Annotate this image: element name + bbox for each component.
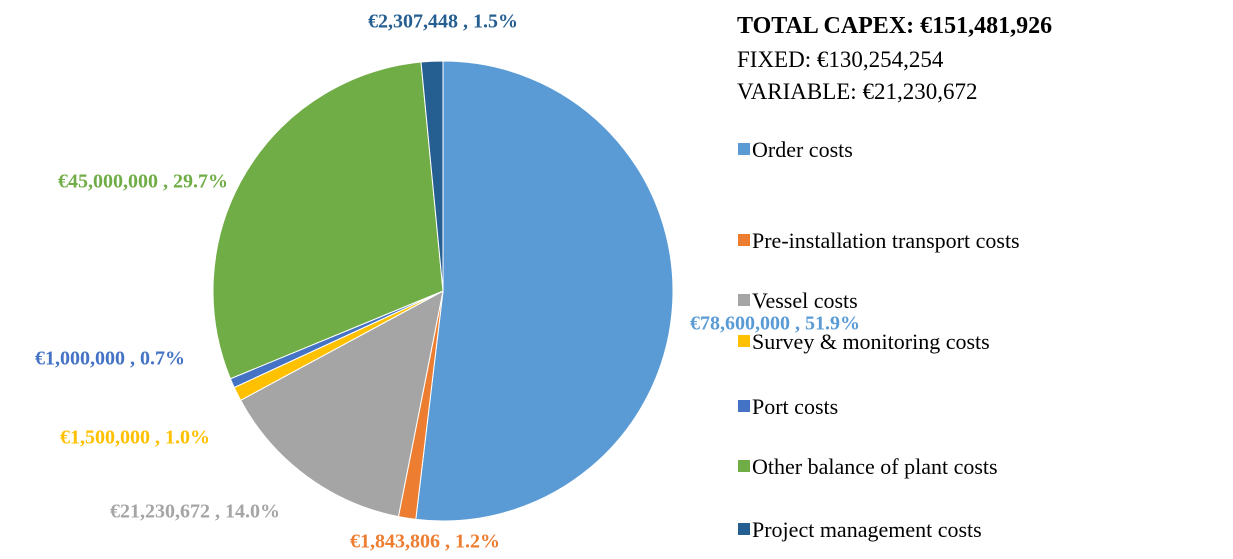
- pie-slice: [420, 60, 444, 292]
- legend-swatch: [738, 234, 750, 246]
- legend-swatch: [738, 460, 750, 472]
- legend-swatch: [738, 143, 750, 155]
- data-label: €1,000,000 , 0.7%: [35, 348, 185, 370]
- pie-slice: [212, 61, 444, 380]
- pie-slice: [239, 290, 444, 518]
- legend-swatch: [738, 335, 750, 347]
- legend-label: Pre-installation transport costs: [752, 228, 1020, 253]
- legend-label: Vessel costs: [752, 288, 858, 313]
- fixed-annotation: FIXED: €130,254,254: [737, 47, 944, 72]
- legend-item: Vessel costs: [738, 285, 1218, 316]
- data-label: €1,843,806 , 1.2%: [350, 531, 500, 553]
- legend-label: Other balance of plant costs: [752, 454, 998, 479]
- data-label: €2,307,448 , 1.5%: [368, 11, 518, 33]
- legend-item: Other balance of plant costs: [738, 451, 1218, 482]
- legend-label: Survey & monitoring costs: [752, 329, 990, 354]
- legend-item: Survey & monitoring costs: [738, 326, 1218, 357]
- data-label: €1,500,000 , 1.0%: [60, 427, 210, 449]
- variable-annotation: VARIABLE: €21,230,672: [737, 79, 978, 104]
- legend-item: Order costs: [738, 134, 1218, 165]
- legend-item: Port costs: [738, 391, 1218, 422]
- legend-label: Order costs: [752, 137, 853, 162]
- data-label: €78,600,000 , 51.9%: [690, 313, 860, 335]
- legend-swatch: [738, 400, 750, 412]
- data-label: €45,000,000 , 29.7%: [58, 171, 228, 193]
- legend-item: Pre-installation transport costs: [738, 225, 1218, 256]
- pie-slice: [415, 60, 674, 522]
- data-label: €21,230,672 , 14.0%: [110, 501, 280, 523]
- legend-swatch: [738, 294, 750, 306]
- legend-swatch: [738, 523, 750, 535]
- legend-label: Port costs: [752, 394, 839, 419]
- legend-label: Project management costs: [752, 517, 982, 542]
- legend-item: Project management costs: [738, 514, 1218, 545]
- total-annotation: TOTAL CAPEX: €151,481,926: [737, 13, 1053, 39]
